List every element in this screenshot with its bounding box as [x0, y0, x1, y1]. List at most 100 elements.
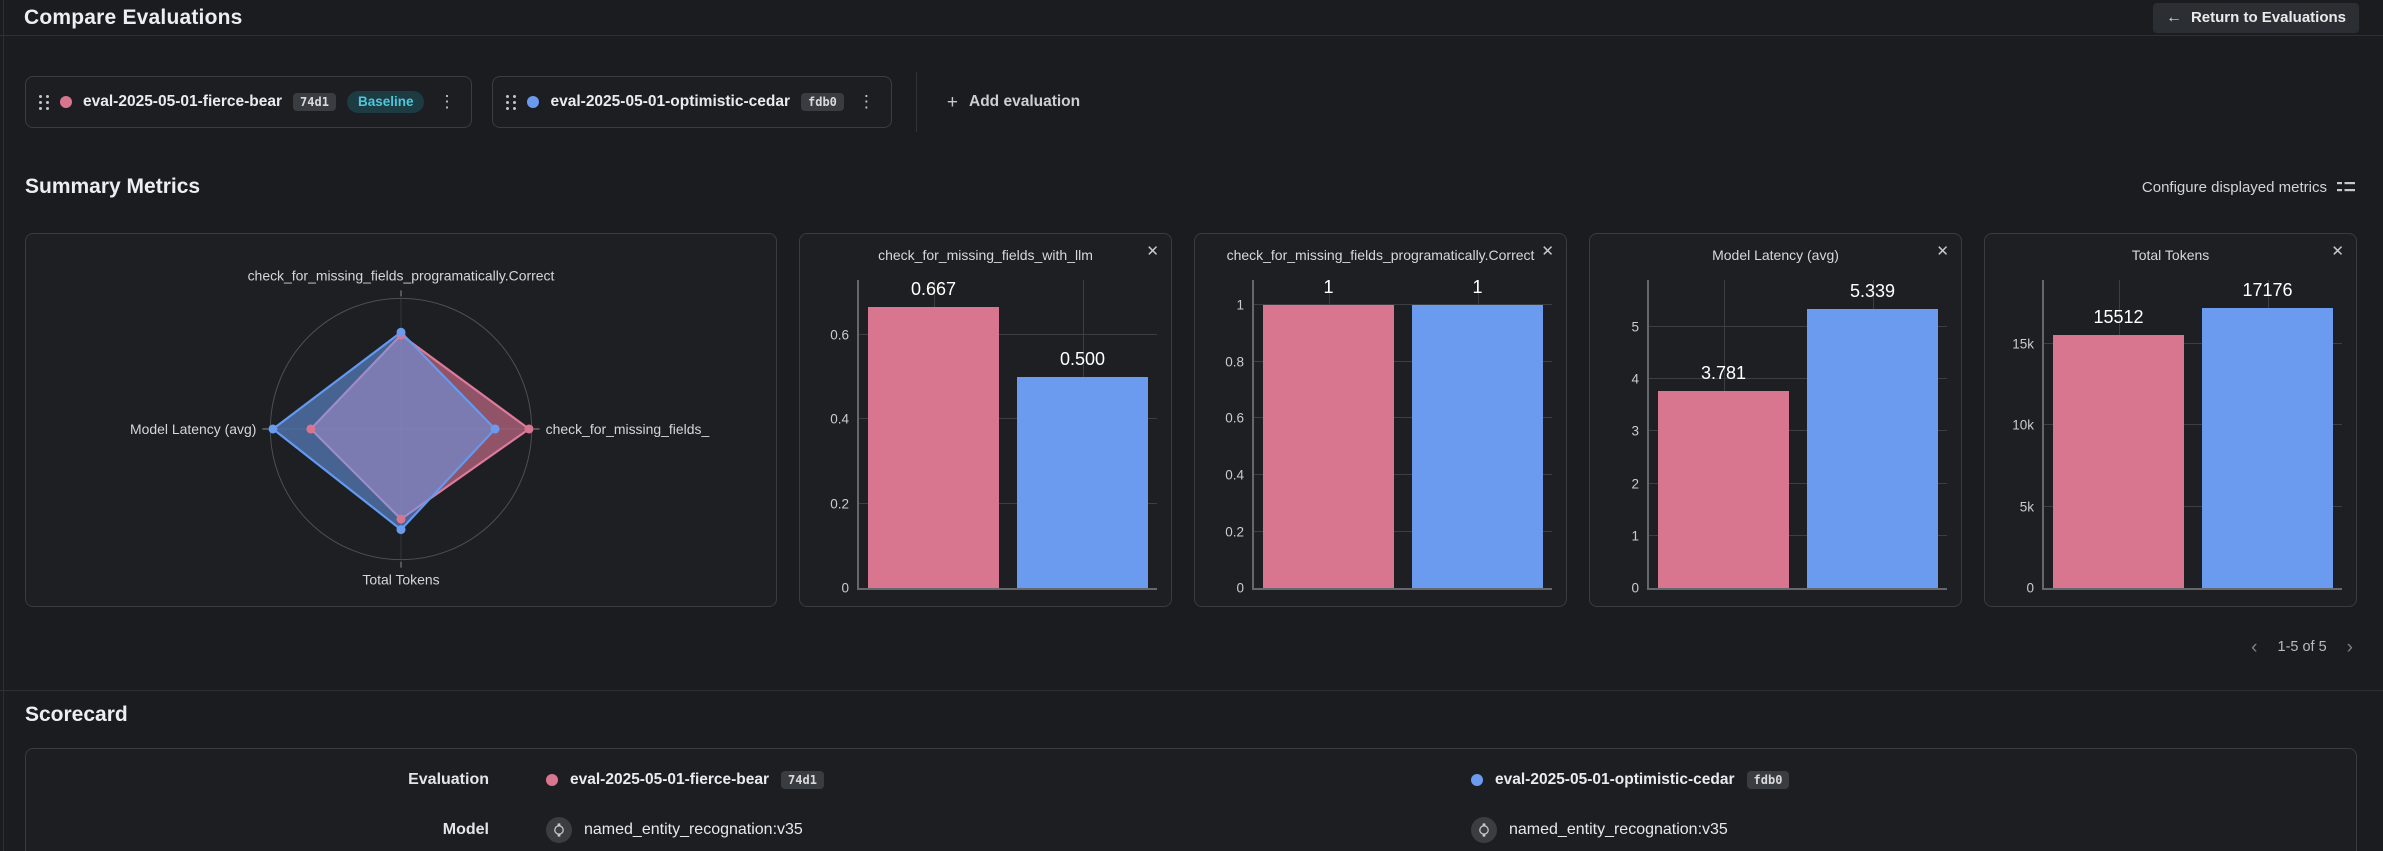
- radar-chart-card: check_for_missing_fields_programatically…: [25, 233, 777, 607]
- y-axis-tick-label: 2: [1631, 476, 1639, 492]
- metric-card-title: check_for_missing_fields_programatically…: [1226, 247, 1535, 263]
- app-header: Compare Evaluations ← Return to Evaluati…: [0, 0, 2383, 36]
- pagination-next-button[interactable]: ›: [2346, 636, 2353, 658]
- close-card-button[interactable]: ✕: [1933, 241, 1952, 262]
- configure-metrics-icon: [2337, 182, 2355, 192]
- bar-chart: 0 0.2 0.4 0.6 0.667 0.500: [830, 278, 1157, 596]
- evaluation-id-badge: fdb0: [1746, 771, 1790, 789]
- bar-comparison: [1411, 305, 1544, 588]
- gridline-horizontal: [1649, 325, 1947, 327]
- cards-pagination: ‹ 1-5 of 5 ›: [2251, 634, 2353, 660]
- evaluation-color-dot: [60, 96, 72, 108]
- kebab-menu-icon[interactable]: ⋮: [438, 92, 456, 111]
- y-axis-tick-label: 0: [1236, 580, 1244, 596]
- model-name[interactable]: named_entity_recognation:v35: [1509, 821, 1728, 838]
- model-name[interactable]: named_entity_recognation:v35: [584, 821, 803, 838]
- scorecard-evaluation-cell: eval-2025-05-01-fierce-bear 74d1: [501, 771, 1426, 789]
- scorecard-evaluation-cell: eval-2025-05-01-optimistic-cedar fdb0: [1426, 771, 2356, 789]
- bar-value-label: 3.781: [1700, 362, 1747, 383]
- metric-card-title: Model Latency (avg): [1712, 247, 1839, 263]
- close-card-button[interactable]: ✕: [2328, 241, 2347, 262]
- evaluation-chip-comparison[interactable]: eval-2025-05-01-optimistic-cedar fdb0 ⋮: [492, 76, 892, 128]
- evaluation-chip-baseline[interactable]: eval-2025-05-01-fierce-bear 74d1 Baselin…: [25, 76, 473, 128]
- y-axis-tick-label: 0: [841, 580, 849, 596]
- configure-displayed-metrics-button[interactable]: Configure displayed metrics: [2142, 179, 2355, 196]
- y-axis-tick-label: 0.8: [1225, 354, 1244, 370]
- bar-value-label: 1: [1323, 277, 1334, 298]
- evaluation-name: eval-2025-05-01-fierce-bear: [83, 93, 283, 110]
- svg-text:check_for_missing_fields_: check_for_missing_fields_: [546, 421, 710, 437]
- bar-comparison: [1806, 309, 1939, 588]
- bar-value-label: 0.500: [1059, 349, 1106, 370]
- metric-card: ✕ check_for_missing_fields_programatical…: [1194, 233, 1567, 607]
- bar-baseline: [867, 306, 1000, 588]
- model-icon: [546, 817, 572, 843]
- evaluation-name[interactable]: eval-2025-05-01-fierce-bear: [570, 771, 770, 788]
- radar-chart-svg: check_for_missing_fields_programatically…: [130, 267, 710, 588]
- evaluation-color-dot: [1471, 774, 1483, 786]
- summary-metrics-cards: check_for_missing_fields_programatically…: [25, 233, 2357, 607]
- gridline-horizontal: [2044, 342, 2342, 344]
- plus-icon: +: [946, 91, 959, 113]
- y-axis-tick-label: 3: [1631, 423, 1639, 439]
- add-evaluation-label: Add evaluation: [969, 93, 1081, 110]
- evaluation-color-dot: [527, 96, 540, 108]
- pagination-prev-button[interactable]: ‹: [2251, 636, 2258, 658]
- y-axis-tick-label: 0.4: [1225, 467, 1244, 483]
- gridline-horizontal: [859, 333, 1157, 335]
- bar-value-label: 15512: [2093, 307, 2144, 328]
- bar-value-label: 1: [1472, 277, 1483, 298]
- return-to-evaluations-button[interactable]: ← Return to Evaluations: [2152, 2, 2359, 33]
- bar-chart: 0 5k 10k 15k 15512 17176: [2012, 280, 2342, 596]
- y-axis-tick-label: 0.2: [1225, 524, 1244, 539]
- summary-metrics-title: Summary Metrics: [25, 175, 201, 198]
- bar-chart: 0 1 2 3 4 5 3.781 5.339: [1631, 280, 1947, 596]
- model-icon: [1471, 817, 1497, 843]
- bar-comparison: [2201, 308, 2334, 588]
- gridline-horizontal: [2044, 505, 2342, 507]
- summary-metrics-header: Summary Metrics Configure displayed metr…: [25, 172, 2355, 202]
- scorecard-row-model: Model named_entity_recognation:v35 named…: [26, 805, 2356, 851]
- bar-baseline: [1262, 305, 1395, 588]
- bar-comparison: [1016, 377, 1149, 588]
- metric-card-title: check_for_missing_fields_with_llm: [878, 247, 1093, 263]
- gridline-horizontal: [1649, 534, 1947, 536]
- metric-card: ✕ Model Latency (avg) 0 1 2 3 4 5 3.781 5.339: [1589, 233, 1962, 607]
- left-border-line: [3, 0, 4, 851]
- scorecard-model-cell: named_entity_recognation:v35: [1426, 817, 2356, 843]
- scorecard-row-label: Evaluation: [408, 771, 489, 788]
- return-button-label: Return to Evaluations: [2190, 9, 2346, 26]
- kebab-menu-icon[interactable]: ⋮: [857, 92, 875, 111]
- y-axis-tick-label: 0.6: [830, 327, 849, 343]
- gridline-horizontal: [1254, 304, 1552, 306]
- metric-card-title: Total Tokens: [2131, 247, 2210, 263]
- scorecard-panel: Evaluation eval-2025-05-01-fierce-bear 7…: [25, 748, 2357, 851]
- y-axis-tick-label: 4: [1631, 371, 1639, 387]
- y-axis-tick-label: 5k: [2019, 499, 2034, 515]
- gridline-horizontal: [1649, 482, 1947, 484]
- evaluation-name: eval-2025-05-01-optimistic-cedar: [550, 93, 790, 110]
- metric-card: ✕ check_for_missing_fields_with_llm 0 0.2…: [799, 233, 1172, 607]
- scorecard-row-evaluation: Evaluation eval-2025-05-01-fierce-bear 7…: [26, 755, 2356, 805]
- y-axis-tick-label: 1: [1236, 297, 1244, 313]
- gridline-horizontal: [1254, 530, 1552, 532]
- configure-metrics-label: Configure displayed metrics: [2141, 178, 2327, 196]
- y-axis-tick-label: 0: [2026, 580, 2034, 596]
- bar-value-label: 0.667: [910, 278, 957, 299]
- gridline-horizontal: [1254, 417, 1552, 419]
- bar-value-label: 5.339: [1849, 281, 1896, 302]
- drag-handle-icon[interactable]: [506, 94, 517, 110]
- add-evaluation-button[interactable]: + Add evaluation: [937, 76, 1090, 128]
- gridline-horizontal: [859, 502, 1157, 504]
- evaluation-id-badge: fdb0: [801, 93, 844, 111]
- page-title: Compare Evaluations: [24, 5, 243, 29]
- y-axis-tick-label: 0.2: [830, 496, 849, 512]
- y-axis-tick-label: 0.6: [1225, 410, 1244, 426]
- evaluation-name[interactable]: eval-2025-05-01-optimistic-cedar: [1495, 771, 1735, 788]
- evaluation-toolbar: eval-2025-05-01-fierce-bear 74d1 Baselin…: [25, 72, 2359, 132]
- bar-value-label: 17176: [2242, 280, 2293, 301]
- svg-text:Total Tokens: Total Tokens: [362, 572, 439, 588]
- close-card-button[interactable]: ✕: [1538, 241, 1557, 262]
- drag-handle-icon[interactable]: [39, 94, 49, 110]
- close-card-button[interactable]: ✕: [1143, 241, 1162, 262]
